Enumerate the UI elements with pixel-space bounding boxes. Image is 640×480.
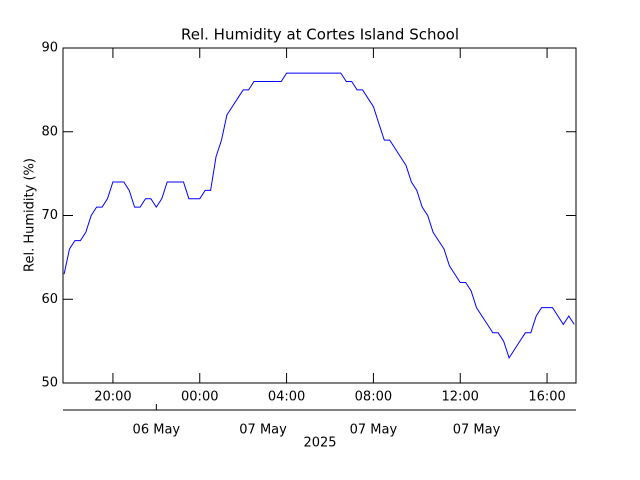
x-tick-label: 16:00 [528,390,565,405]
date-tick-label: 07 May [350,423,398,438]
data-line [63,72,575,360]
y-tick-label: 90 [41,41,58,56]
y-tick-label: 70 [41,208,58,223]
date-tick-label: 06 May [133,423,181,438]
y-tick-label: 50 [41,376,58,391]
chart-title: Rel. Humidity at Cortes Island School [181,26,459,44]
date-tick-label: 07 May [453,423,501,438]
x-tick-label: 08:00 [355,390,392,405]
x-tick-label: 20:00 [94,390,131,405]
x-tick-label: 12:00 [441,390,478,405]
date-tick-label: 07 May [239,423,287,438]
x-tick-label: 04:00 [268,390,305,405]
y-axis-label: Rel. Humidity (%) [23,158,38,272]
x-axis-label: 2025 [303,436,336,451]
y-tick-label: 80 [41,124,58,139]
y-tick-label: 60 [41,292,58,307]
x-tick-label: 00:00 [181,390,218,405]
